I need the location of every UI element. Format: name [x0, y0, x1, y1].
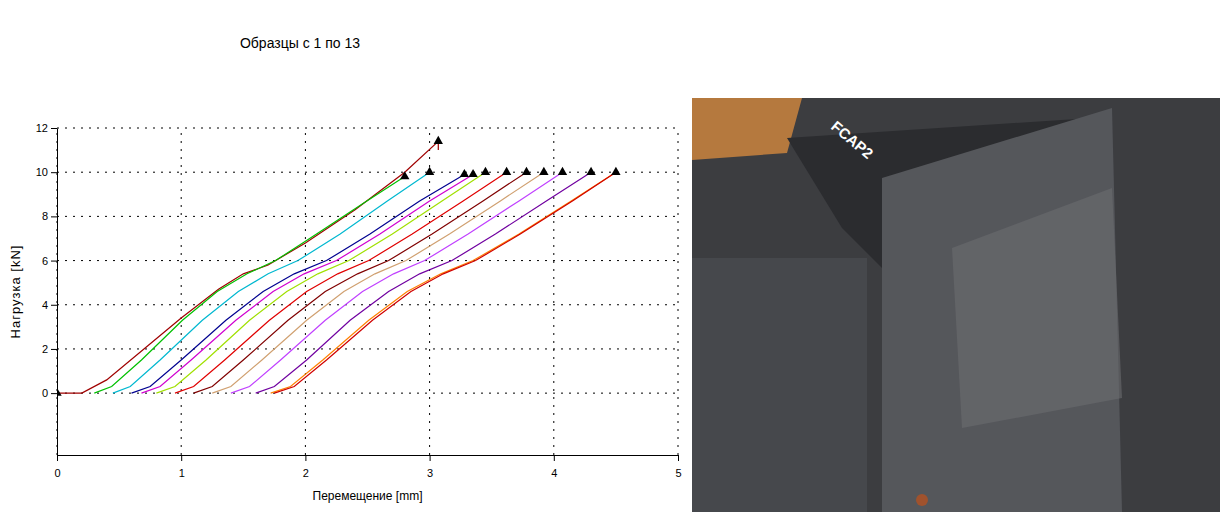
grid-line-y: [57, 393, 678, 394]
x-tick-label: 3: [427, 467, 433, 479]
chart: Образцы с 1 по 13012345024681012Перемеще…: [0, 0, 1220, 512]
marker: [434, 136, 443, 144]
series-line: [156, 172, 485, 393]
x-tick-mark: [305, 455, 306, 461]
x-tick-mark: [57, 455, 58, 461]
marker: [611, 167, 620, 175]
y-tick-label: 8: [42, 210, 48, 222]
series-line: [132, 174, 465, 393]
x-tick: 5: [675, 455, 681, 479]
photo-label: FCAP2: [828, 117, 877, 162]
x-tick-mark: [430, 455, 431, 461]
y-axis: 0 2 4 6 8 10 12: [36, 122, 58, 455]
x-tick-label: 5: [675, 467, 681, 479]
y-tick-label: 10: [36, 166, 48, 178]
y-tick-label: 0: [42, 387, 48, 399]
y-tick: 6: [42, 255, 57, 267]
marker: [502, 167, 511, 175]
y-tick-mark: [51, 128, 57, 129]
series-line: [113, 172, 430, 393]
y-axis-line: [57, 129, 58, 456]
grid-line-x: [429, 128, 430, 455]
y-tick: 12: [36, 122, 57, 134]
x-tick: 0: [54, 455, 60, 479]
marker: [539, 167, 548, 175]
grid-line-x: [57, 128, 58, 455]
photo-plate-left: [692, 258, 867, 512]
marker: [481, 167, 490, 175]
photo-background: [692, 98, 1220, 512]
y-tick-mark: [51, 305, 57, 306]
x-axis-line: [58, 455, 679, 456]
grid-line-y: [57, 304, 678, 305]
grid-line-y: [57, 216, 678, 217]
y-axis-title: Нагрузка [kN]: [8, 245, 23, 339]
x-tick-mark: [554, 455, 555, 461]
marker: [425, 167, 434, 175]
marker: [522, 167, 531, 175]
x-tick-mark: [678, 455, 679, 461]
photo-plate-highlight: [952, 188, 1122, 428]
x-axis-title: Перемещение [mm]: [313, 489, 423, 503]
marker: [558, 167, 567, 175]
grid-line-x: [678, 128, 679, 455]
x-tick-label: 0: [54, 467, 60, 479]
grid-line-y: [57, 348, 678, 349]
grid-line-x: [181, 128, 182, 455]
series-line: [231, 172, 563, 393]
y-tick: 8: [42, 210, 57, 222]
y-tick-label: 4: [42, 299, 48, 311]
grid: [57, 128, 678, 455]
marker: [468, 169, 477, 177]
y-tick: 0: [42, 387, 57, 399]
chart-title: Образцы с 1 по 13: [240, 35, 360, 51]
photo: FCAP2: [692, 98, 1220, 512]
photo-plate-front: [882, 108, 1122, 512]
x-tick: 1: [179, 455, 185, 479]
y-tick-mark: [51, 349, 57, 350]
y-tick-mark: [51, 172, 57, 173]
marker: [586, 167, 595, 175]
x-tick-label: 4: [551, 467, 557, 479]
x-tick: 4: [551, 455, 557, 479]
y-tick-label: 2: [42, 343, 48, 355]
x-tick-label: 1: [179, 467, 185, 479]
photo-wood: [692, 98, 802, 160]
grid-line-y: [57, 172, 678, 173]
y-tick-mark: [51, 393, 57, 394]
x-tick: 3: [427, 455, 433, 479]
series-line: [271, 172, 616, 393]
y-tick: 2: [42, 343, 57, 355]
series-line: [274, 172, 616, 393]
y-tick-label: 12: [36, 122, 48, 134]
y-tick: 4: [42, 299, 57, 311]
y-tick-mark: [51, 261, 57, 262]
x-tick: 2: [303, 455, 309, 479]
y-tick: 10: [36, 166, 57, 178]
y-tick-label: 6: [42, 255, 48, 267]
y-tick-mark: [51, 216, 57, 217]
x-tick-label: 2: [303, 467, 309, 479]
plot-area: [57, 136, 621, 396]
series-line: [141, 174, 473, 393]
marker: [460, 169, 469, 177]
marker: [400, 171, 409, 179]
photo-rust: [916, 494, 928, 506]
grid-line-y: [57, 128, 678, 129]
x-tick-mark: [181, 455, 182, 461]
x-axis: 0 1 2 3 4 5: [54, 455, 681, 479]
